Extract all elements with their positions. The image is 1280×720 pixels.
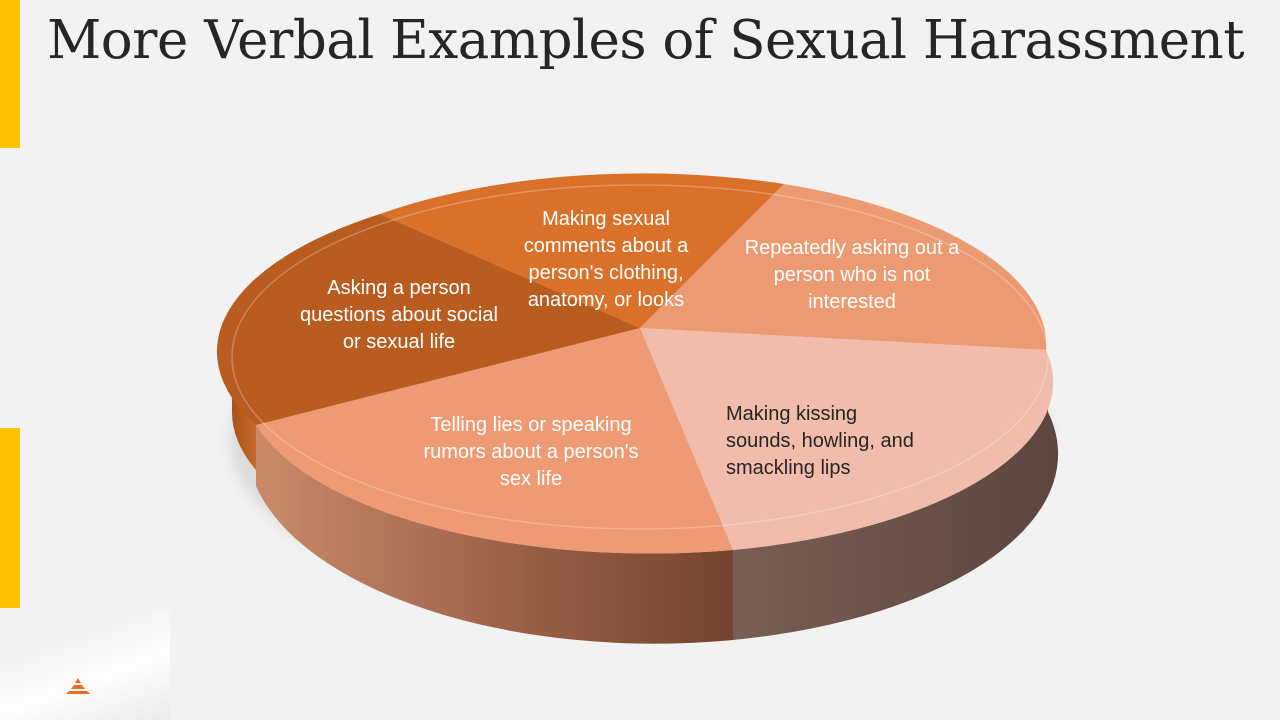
pie-slice-4 <box>256 328 733 554</box>
slide-title: More Verbal Examples of Sexual Harassmen… <box>47 10 1245 71</box>
pie-rim <box>231 184 1049 530</box>
corner-decoration <box>0 610 170 720</box>
segment-label-repeatedly-asking: Repeatedly asking out a person who is no… <box>744 237 960 313</box>
segment-label-sexual-comments: Making sexual comments about a person's … <box>523 208 689 311</box>
segment-label-telling-lies: Telling lies or speaking rumors about a … <box>423 414 639 490</box>
segment-label-asking-questions: Asking a person questions about social o… <box>300 277 498 353</box>
pyramid-logo-icon <box>66 678 90 694</box>
accent-bar-top <box>0 0 20 148</box>
pie-slice-2 <box>640 184 1047 350</box>
pie-slice-1 <box>380 173 784 328</box>
segment-label-kissing-sounds: Making kissing sounds, howling, and smac… <box>726 403 914 479</box>
pie-side-right <box>733 357 1059 640</box>
pie-slice-3 <box>640 328 1054 550</box>
accent-bar-bottom <box>0 428 20 608</box>
pie-slice-5 <box>216 214 640 425</box>
pie-side-left <box>231 357 256 470</box>
pie-side-front <box>256 425 733 644</box>
